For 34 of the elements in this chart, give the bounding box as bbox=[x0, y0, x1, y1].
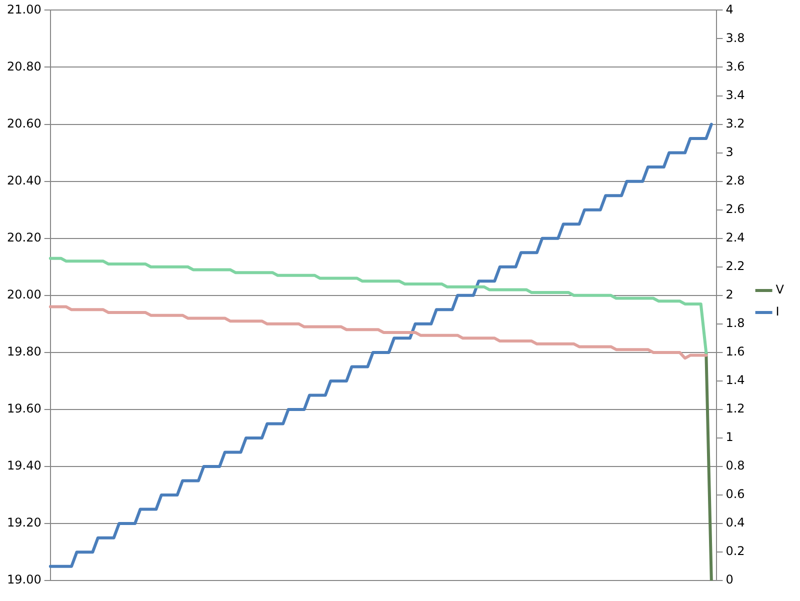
y2-tick-label: 1.2 bbox=[726, 402, 745, 416]
legend-label: I bbox=[776, 304, 780, 319]
y2-tick-label: 0.4 bbox=[726, 516, 745, 530]
y2-tick-label: 4 bbox=[726, 2, 734, 16]
y2-tick-label: 2.2 bbox=[726, 259, 745, 274]
y2-tick-label: 3.6 bbox=[726, 59, 745, 74]
y2-tick-label: 1.6 bbox=[726, 344, 745, 359]
y-tick-label: 20.00 bbox=[6, 288, 42, 302]
y2-tick-label: 3.4 bbox=[726, 88, 745, 102]
y-tick-label: 20.20 bbox=[6, 230, 42, 244]
y2-tick-label: 2.6 bbox=[726, 202, 745, 216]
y2-tick-label: 1.4 bbox=[726, 373, 745, 388]
y2-tick-label: 2 bbox=[726, 288, 734, 302]
y-tick-label: 19.00 bbox=[6, 572, 42, 587]
y2-tick-label: 0.6 bbox=[726, 487, 745, 502]
y-tick-label: 19.80 bbox=[6, 344, 42, 359]
y2-tick-label: 3 bbox=[726, 144, 734, 159]
y2-tick-label: 1.8 bbox=[726, 316, 745, 330]
y2-tick-label: 0.2 bbox=[726, 544, 745, 558]
y2-tick-label: 0 bbox=[726, 572, 734, 587]
y2-tick-label: 0.8 bbox=[726, 458, 745, 473]
y2-tick-label: 2.8 bbox=[726, 173, 745, 188]
y-tick-label: 21.00 bbox=[6, 2, 42, 16]
y2-tick-label: 3.8 bbox=[726, 30, 745, 45]
y-tick-label: 20.40 bbox=[6, 173, 42, 188]
y-tick-label: 20.80 bbox=[6, 59, 42, 74]
y2-tick-label: 3.2 bbox=[726, 116, 745, 130]
legend-label: V bbox=[776, 282, 785, 297]
y-tick-label: 19.40 bbox=[6, 458, 42, 473]
y2-tick-label: 2.4 bbox=[726, 230, 745, 244]
y2-tick-label: 1 bbox=[726, 430, 734, 444]
y-tick-label: 19.20 bbox=[6, 516, 42, 530]
y-tick-label: 19.60 bbox=[6, 402, 42, 416]
y-tick-label: 20.60 bbox=[6, 116, 42, 130]
